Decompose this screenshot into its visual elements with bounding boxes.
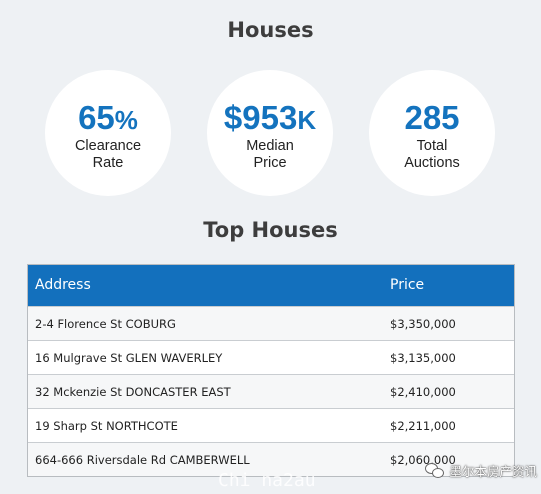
column-header-address: Address — [35, 277, 91, 293]
stat-median-price: $953K Median Price — [207, 70, 333, 196]
table-header: Address Price — [28, 265, 514, 306]
stat-label: Total — [416, 138, 448, 154]
section-title: Top Houses — [203, 218, 338, 242]
stat-clearance-rate: 65% Clearance Rate — [45, 70, 171, 196]
top-houses-table: Address Price 2-4 Florence St COBURG $3,… — [27, 264, 515, 477]
row-price: $2,410,000 — [390, 385, 456, 399]
page-title: Houses — [227, 18, 314, 42]
stat-value: 65% — [78, 99, 138, 136]
wechat-account-name: 墨尔本房产资讯 — [449, 463, 537, 479]
table-row: 19 Sharp St NORTHCOTE $2,211,000 — [28, 408, 514, 442]
row-price: $3,350,000 — [390, 317, 456, 331]
stat-label: Rate — [92, 155, 124, 171]
wechat-badge: 墨尔本房产资讯 — [425, 458, 537, 482]
row-price: $2,211,000 — [390, 419, 456, 433]
stat-label: Clearance — [74, 138, 142, 154]
row-price: $2,060,000 — [390, 453, 456, 467]
stat-label: Median — [246, 138, 294, 154]
table-row: 664-666 Riversdale Rd CAMBERWELL $2,060,… — [28, 442, 514, 476]
stat-total-auctions: 285 Total Auctions — [369, 70, 495, 196]
table-body: 2-4 Florence St COBURG $3,350,000 16 Mul… — [28, 306, 514, 476]
row-address: 16 Mulgrave St GLEN WAVERLEY — [35, 351, 223, 365]
stat-label: Auctions — [404, 155, 460, 171]
table-row: 2-4 Florence St COBURG $3,350,000 — [28, 306, 514, 340]
wechat-icon — [425, 462, 445, 478]
stat-value: $953K — [223, 99, 317, 136]
row-address: 664-666 Riversdale Rd CAMBERWELL — [35, 453, 250, 467]
row-address: 32 Mckenzie St DONCASTER EAST — [35, 385, 231, 399]
column-header-price: Price — [390, 277, 425, 293]
table-row: 16 Mulgrave St GLEN WAVERLEY $3,135,000 — [28, 340, 514, 374]
row-price: $3,135,000 — [390, 351, 456, 365]
watermark: Chi na2au — [218, 470, 316, 491]
row-address: 19 Sharp St NORTHCOTE — [35, 419, 178, 433]
table-row: 32 Mckenzie St DONCASTER EAST $2,410,000 — [28, 374, 514, 408]
stat-value: 285 — [404, 99, 460, 136]
stat-label: Price — [253, 155, 287, 171]
row-address: 2-4 Florence St COBURG — [35, 317, 176, 331]
